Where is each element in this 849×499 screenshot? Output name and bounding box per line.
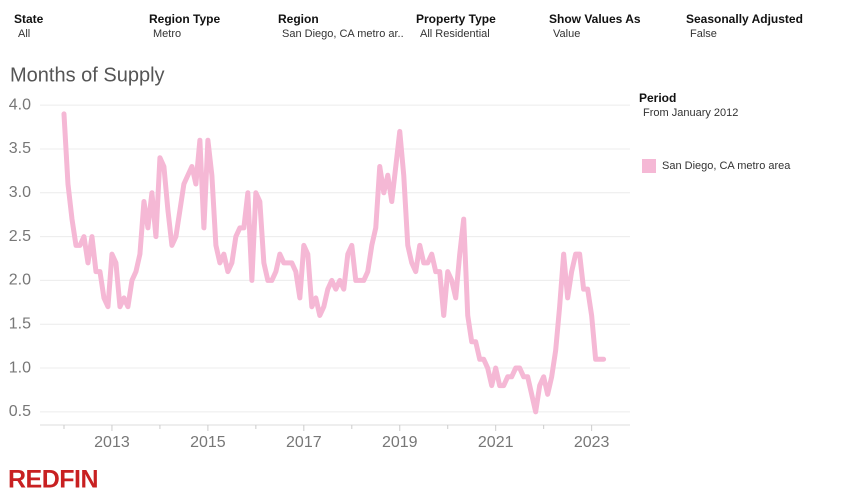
x-tick-label: 2023	[574, 434, 610, 451]
filter-label: Property Type	[416, 12, 496, 26]
filter-label: Region Type	[149, 12, 220, 26]
filter-value: San Diego, CA metro ar..	[282, 28, 404, 40]
filter-label: Seasonally Adjusted	[686, 12, 803, 26]
legend-subtitle: From January 2012	[643, 107, 738, 119]
legend-swatch	[642, 159, 656, 173]
x-tick-label: 2019	[382, 434, 418, 451]
y-tick-label: 4.0	[9, 96, 31, 113]
legend-title: Period	[639, 91, 676, 105]
x-tick-label: 2021	[478, 434, 514, 451]
chart-title: Months of Supply	[10, 64, 165, 86]
x-tick-label: 2013	[94, 434, 130, 451]
y-tick-label: 3.5	[9, 140, 31, 157]
filter-label: Region	[278, 12, 319, 26]
filter-value: False	[690, 28, 717, 40]
y-tick-label: 0.5	[9, 403, 31, 420]
y-tick-label: 1.0	[9, 359, 31, 376]
legend-label: San Diego, CA metro area	[662, 160, 791, 172]
filter-value: Metro	[153, 28, 181, 40]
filter-label: State	[14, 12, 44, 26]
line	[61, 111, 607, 415]
y-tick-label: 2.0	[9, 272, 31, 289]
filter-value: All Residential	[420, 28, 490, 40]
filter-value: Value	[553, 28, 580, 40]
filter-value: All	[18, 28, 30, 40]
y-tick-label: 2.5	[9, 228, 31, 245]
logo: REDFIN	[8, 466, 98, 494]
y-tick-label: 3.0	[9, 184, 31, 201]
filter-label: Show Values As	[549, 12, 641, 26]
y-tick-label: 1.5	[9, 315, 31, 332]
x-tick-label: 2017	[286, 434, 322, 451]
x-tick-label: 2015	[190, 434, 226, 451]
